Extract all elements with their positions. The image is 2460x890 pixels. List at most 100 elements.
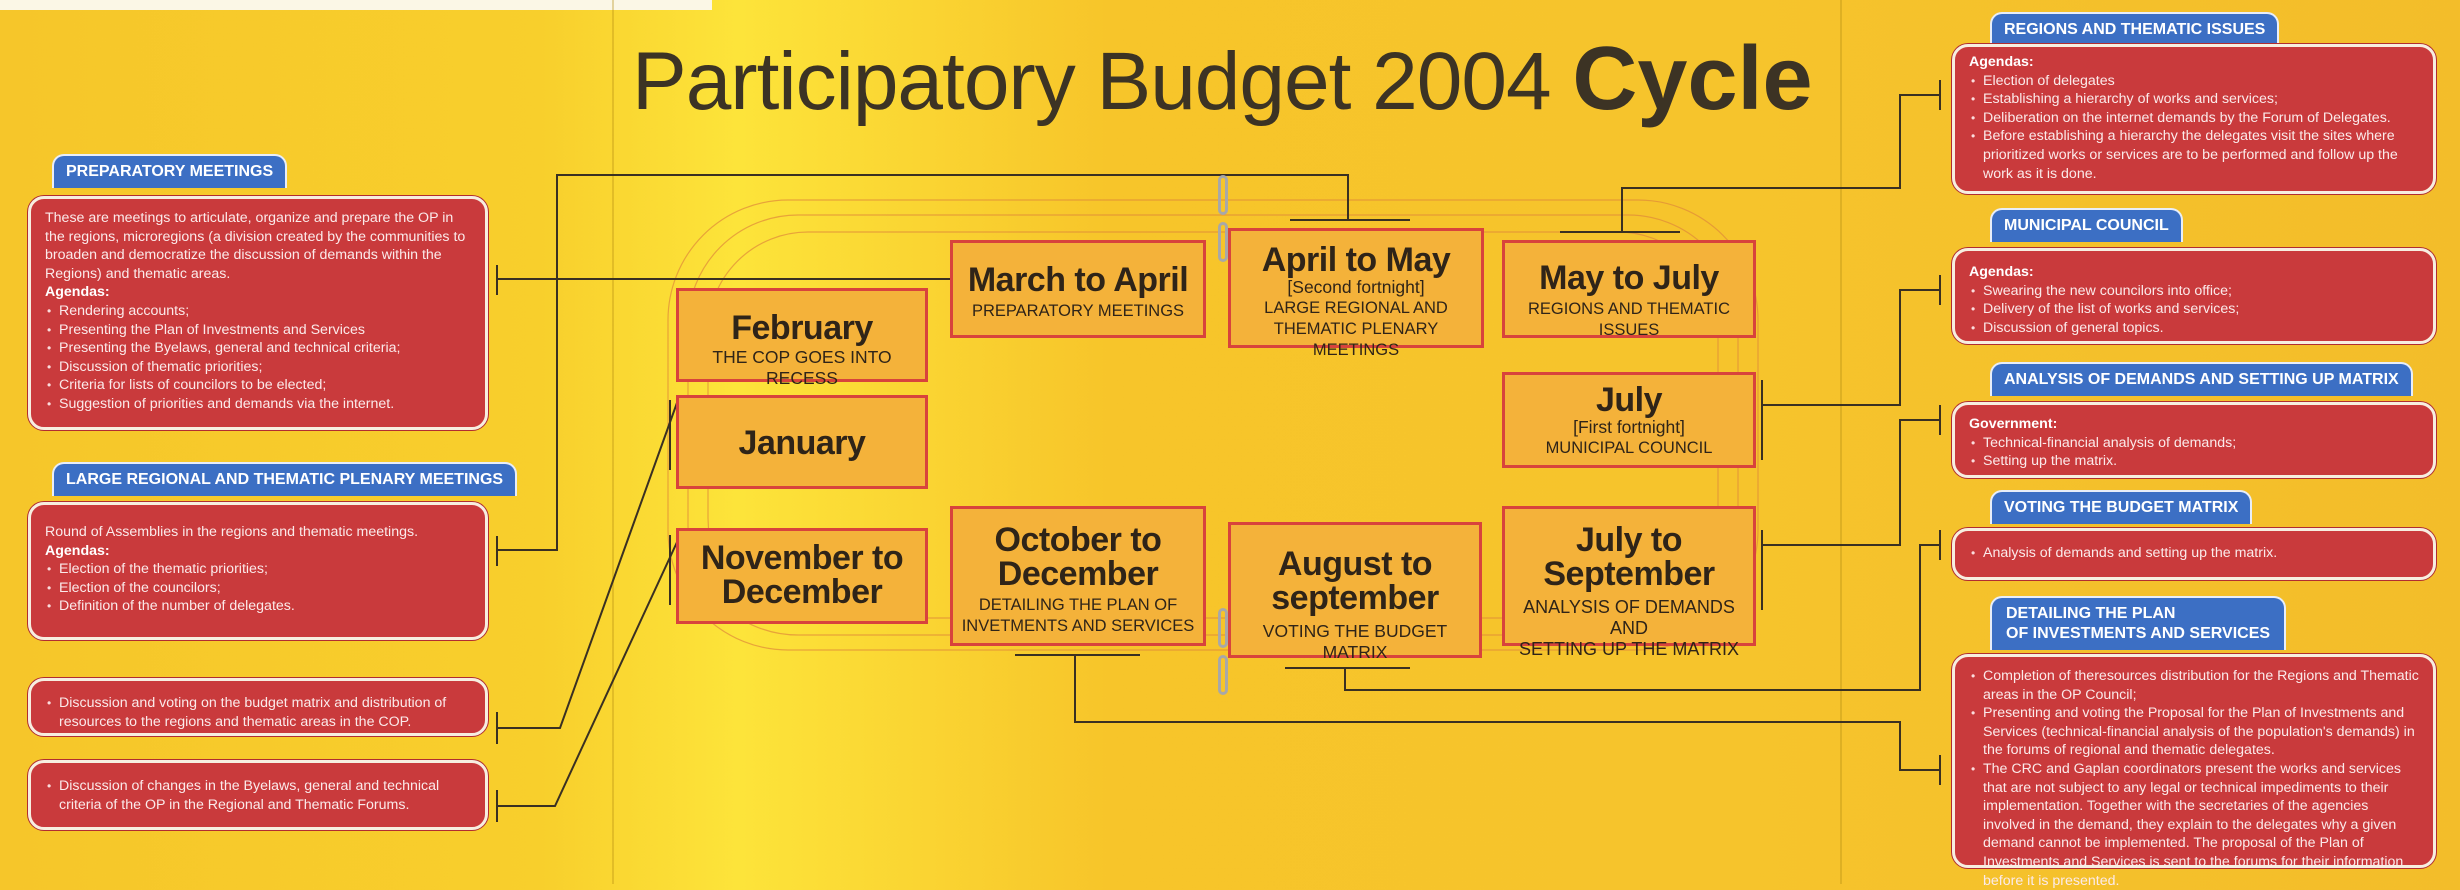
agenda-list: Election of the thematic priorities; Ele… [45, 560, 471, 616]
list-item: Election of the councilors; [45, 579, 471, 598]
tab-analysis-demands: ANALYSIS OF DEMANDS AND SETTING UP MATRI… [1990, 362, 2413, 396]
list-item: Election of the thematic priorities; [45, 560, 471, 579]
month-description: DETAILING THE PLAN OF [978, 596, 1178, 614]
card-intro: Round of Assemblies in the regions and t… [45, 524, 419, 540]
list-item: Discussion of general topics. [1969, 319, 2419, 338]
title-text: Participatory Budget 2004 [632, 36, 1552, 127]
tab-detailing-plan: DETAILING THE PLAN OF INVESTMENTS AND SE… [1990, 596, 2287, 650]
month-label: April to May [1261, 241, 1451, 279]
list-item: Rendering accounts; [45, 302, 471, 321]
tab-large-regional: LARGE REGIONAL AND THEMATIC PLENARY MEET… [52, 462, 518, 496]
month-label: May to July [1539, 259, 1719, 297]
list-item: Presenting the Byelaws, general and tech… [45, 339, 471, 358]
card-large-regional: Round of Assemblies in the regions and t… [28, 502, 488, 640]
agenda-list: Completion of theresources distribution … [1969, 667, 2419, 890]
list-item: Presenting and voting the Proposal for t… [1969, 704, 2419, 760]
agendas-label: Agendas: [1969, 264, 2034, 280]
tab-line: DETAILING THE PLAN [2006, 605, 2176, 622]
list-item: Setting up the matrix. [1969, 452, 2419, 471]
month-description: PREPARATORY MEETINGS [971, 302, 1185, 320]
agenda-list: Discussion and voting on the budget matr… [45, 694, 471, 731]
list-item: Before establishing a hierarchy the dele… [1969, 127, 2419, 183]
staple [1218, 655, 1228, 695]
cycle-box-august-september: August to september VOTING THE BUDGET MA… [1228, 522, 1482, 662]
list-item: Establishing a hierarchy of works and se… [1969, 90, 2419, 109]
card-intro: These are meetings to articulate, organi… [45, 210, 466, 282]
month-label: December [721, 573, 883, 611]
tab-regions-thematic: REGIONS AND THEMATIC ISSUES [1990, 12, 2280, 46]
list-item: Swearing the new councilors into office; [1969, 282, 2419, 301]
month-label: August to [1277, 545, 1433, 583]
month-description: SETTING UP THE MATRIX [1518, 639, 1740, 659]
month-label: september [1271, 579, 1439, 617]
card-byelaws: Discussion of changes in the Byelaws, ge… [28, 760, 488, 830]
agendas-label: Government: [1969, 416, 2058, 432]
cycle-box-may-july: May to July REGIONS AND THEMATIC ISSUES [1502, 240, 1756, 339]
title-emphasis: Cycle [1572, 29, 1813, 129]
month-label: July [1595, 381, 1663, 419]
list-item: Discussion and voting on the budget matr… [45, 694, 471, 731]
month-label: December [997, 555, 1159, 593]
agenda-list: Election of delegates Establishing a hie… [1969, 72, 2419, 184]
card-regions-thematic: Agendas: Election of delegates Establish… [1952, 44, 2436, 194]
card-analysis-demands: Government: Technical-financial analysis… [1952, 402, 2436, 478]
cycle-box-july: July [First fortnight] MUNICIPAL COUNCIL [1502, 372, 1756, 468]
tab-preparatory-meetings: PREPARATORY MEETINGS [52, 154, 288, 188]
tab-voting-budget-matrix: VOTING THE BUDGET MATRIX [1990, 490, 2253, 524]
page-title: Participatory Budget 2004 Cycle [632, 28, 1832, 131]
cycle-box-july-september: July to September ANALYSIS OF DEMANDS AN… [1502, 506, 1756, 659]
card-municipal-council: Agendas: Swearing the new councilors int… [1952, 248, 2436, 344]
agendas-label: Agendas: [45, 542, 110, 559]
month-subtitle: [Second fortnight] [1287, 277, 1425, 297]
list-item: Discussion of changes in the Byelaws, ge… [45, 777, 471, 814]
cycle-box-october-december: October to December DETAILING THE PLAN O… [950, 506, 1206, 646]
tab-line: OF INVESTMENTS AND SERVICES [2006, 625, 2271, 642]
staple [1218, 608, 1228, 648]
cycle-box-january: January [676, 395, 928, 489]
cycle-box-april-may: April to May [Second fortnight] LARGE RE… [1228, 228, 1484, 359]
card-detailing-plan: Completion of theresources distribution … [1952, 654, 2436, 889]
fold-crease [1840, 0, 1842, 884]
list-item: Analysis of demands and setting up the m… [1969, 544, 2419, 563]
list-item: Election of delegates [1969, 72, 2419, 91]
agenda-list: Discussion of changes in the Byelaws, ge… [45, 777, 471, 814]
list-item: Criteria for lists of councilors to be e… [45, 376, 471, 395]
list-item: Technical-financial analysis of demands; [1969, 434, 2419, 453]
agenda-list: Analysis of demands and setting up the m… [1969, 544, 2419, 563]
month-label: September [1543, 555, 1715, 593]
list-item: The CRC and Gaplan coordinators present … [1969, 760, 2419, 890]
agenda-list: Rendering accounts; Presenting the Plan … [45, 302, 471, 414]
list-item: Suggestion of priorities and demands via… [45, 395, 471, 414]
cycle-box-november-december: November to December [676, 528, 928, 624]
list-item: Delivery of the list of works and servic… [1969, 300, 2419, 319]
month-description: LARGE REGIONAL AND [1264, 299, 1448, 317]
cycle-box-february: February THE COP GOES INTO RECESS [676, 288, 928, 388]
month-label: November to [700, 539, 904, 577]
agenda-list: Technical-financial analysis of demands;… [1969, 434, 2419, 471]
card-budget-matrix-vote: Discussion and voting on the budget matr… [28, 678, 488, 736]
month-description: MUNICIPAL COUNCIL [1545, 439, 1713, 457]
list-item: Completion of theresources distribution … [1969, 667, 2419, 704]
month-description: THE COP GOES INTO RECESS [712, 347, 892, 388]
staple [1218, 222, 1228, 262]
card-voting-budget-matrix: Analysis of demands and setting up the m… [1952, 528, 2436, 580]
month-label: July to [1575, 521, 1683, 559]
agendas-label: Agendas: [1969, 54, 2034, 70]
month-label: February [731, 309, 873, 347]
month-description: ANALYSIS OF DEMANDS AND [1523, 597, 1735, 638]
month-description: THEMATIC PLENARY MEETINGS [1273, 320, 1439, 359]
list-item: Deliberation on the internet demands by … [1969, 109, 2419, 128]
fold-crease [612, 0, 614, 884]
card-preparatory-meetings: These are meetings to articulate, organi… [28, 196, 488, 430]
list-item: Presenting the Plan of Investments and S… [45, 321, 471, 340]
top-paper-strip [0, 0, 712, 10]
cycle-box-march-april: March to April PREPARATORY MEETINGS [950, 240, 1206, 338]
staple [1218, 175, 1228, 215]
month-label: January [738, 424, 866, 462]
month-label: October to [994, 521, 1162, 559]
agenda-list: Swearing the new councilors into office;… [1969, 282, 2419, 338]
month-description: VOTING THE BUDGET MATRIX [1262, 621, 1448, 662]
agendas-label: Agendas: [45, 284, 110, 301]
month-subtitle: [First fortnight] [1573, 417, 1685, 437]
tab-municipal-council: MUNICIPAL COUNCIL [1990, 208, 2183, 242]
